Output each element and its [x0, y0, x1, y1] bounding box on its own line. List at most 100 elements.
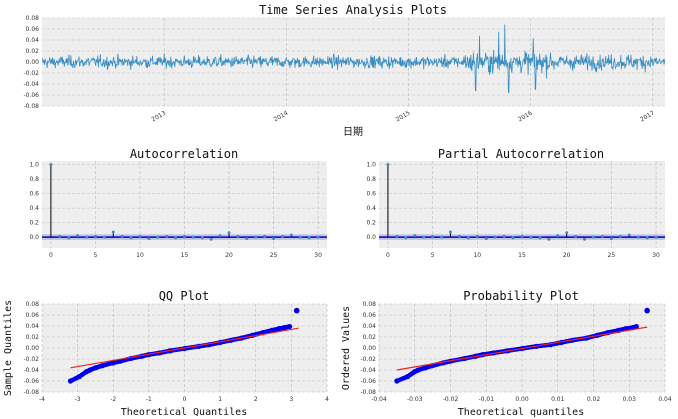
acf-stem-marker [174, 236, 178, 240]
acf-ytick-label: 0.2 [29, 220, 39, 227]
pacf-stem-marker [538, 236, 542, 240]
qq-ytick-label: 0.02 [26, 334, 40, 341]
acf-marks [42, 163, 327, 241]
acf-xtick-labels: 0 5 10 15 20 25 30 [49, 252, 322, 259]
prob-xtick-label: 0.04 [658, 396, 672, 403]
prob-ytick-label: -0.06 [360, 378, 376, 385]
pacf-stem-marker [475, 234, 479, 238]
acf-xtick-label: 0 [49, 252, 53, 259]
qq-xtick-labels: -4 -3 -2 -1 0 1 2 3 4 [39, 396, 329, 403]
prob-ytick-label: 0.00 [363, 345, 377, 352]
pacf-xtick-label: 25 [608, 252, 616, 259]
acf-stem-marker [147, 237, 151, 241]
pacf-stem-marker [520, 234, 524, 238]
prob-ytick-label: 0.06 [363, 312, 377, 319]
ts-ytick-label: 0.00 [26, 59, 40, 66]
acf-stem-marker [209, 237, 213, 241]
pacf-ytick-label: 0.8 [366, 176, 376, 183]
pacf-stem-marker [422, 235, 426, 239]
ts-title: Time Series Analysis Plots [259, 3, 447, 17]
pacf-stem-marker [547, 237, 551, 241]
prob-ytick-label: -0.04 [360, 367, 376, 374]
prob-xtick-label: 0.01 [551, 396, 565, 403]
qq-panel: QQ Plot 0.08 0.06 0.04 0.02 0.00 -0.02 -0.04 -0… [3, 289, 329, 418]
pacf-stem-marker [484, 237, 488, 241]
ts-ytick-label: 0.02 [26, 48, 40, 55]
qq-ytick-label: 0.06 [26, 312, 40, 319]
prob-point [633, 323, 640, 330]
qq-point [286, 323, 293, 330]
qq-xtick-label: 1 [218, 396, 222, 403]
ts-xtick-label: 2013 [150, 110, 167, 124]
prob-xlabel: Theoretical quantiles [458, 407, 584, 418]
qq-xtick-label: 3 [289, 396, 293, 403]
pacf-xtick-labels: 0 5 10 15 20 25 30 [386, 252, 660, 259]
pacf-xtick-label: 15 [518, 252, 526, 259]
pacf-stem-marker [645, 236, 649, 240]
ts-ytick-label: 0.04 [26, 37, 40, 44]
acf-stem-marker [120, 234, 124, 238]
pacf-stem-marker [449, 230, 452, 234]
pacf-ytick-label: 0.2 [366, 220, 376, 227]
acf-stem-marker [218, 234, 222, 238]
qq-xtick-label: 4 [325, 396, 329, 403]
acf-title: Autocorrelation [130, 147, 238, 161]
qq-point [293, 307, 300, 314]
acf-stem-marker [316, 235, 320, 239]
acf-stem-marker [254, 235, 258, 239]
qq-xtick-label: 2 [254, 396, 258, 403]
pacf-title: Partial Autocorrelation [438, 147, 604, 161]
prob-marks [394, 307, 650, 384]
acf-stem-marker [200, 236, 204, 240]
pacf-marks [379, 163, 665, 241]
acf-stem-marker [156, 235, 160, 239]
ts-ytick-labels: 0.08 0.06 0.04 0.02 0.00 -0.02 -0.04 -0.06 -0.08 [23, 15, 39, 110]
acf-stem-marker [138, 234, 142, 238]
pacf-stem-marker [395, 234, 399, 238]
ts-ytick-label: 0.08 [26, 15, 40, 22]
ts-ytick-label: -0.06 [23, 92, 39, 99]
prob-xtick-label: 0.02 [587, 396, 601, 403]
qq-xtick-label: -2 [110, 396, 116, 403]
pacf-xtick-label: 0 [386, 252, 390, 259]
qq-ytick-labels: 0.08 0.06 0.04 0.02 0.00 -0.02 -0.04 -0.06 -0.08 [23, 301, 39, 396]
ts-xtick-label: 2014 [273, 110, 290, 124]
acf-stem-marker [58, 234, 62, 238]
acf-stem-marker [49, 163, 53, 167]
pacf-xtick-label: 5 [431, 252, 435, 259]
qq-title: QQ Plot [159, 289, 210, 303]
pacf-stem-marker [636, 235, 640, 239]
pacf-xtick-label: 10 [473, 252, 481, 259]
qq-xtick-label: -1 [146, 396, 152, 403]
ts-xtick-label: 2017 [639, 110, 656, 124]
pacf-ytick-label: 0.6 [366, 191, 376, 198]
acf-ytick-labels: 1.0 0.8 0.6 0.4 0.2 0.0 [29, 162, 39, 242]
pacf-stem-marker [654, 235, 658, 239]
pacf-stem-marker [627, 233, 631, 237]
prob-xtick-label: 0.03 [623, 396, 637, 403]
acf-panel: Autocorrelation 1.0 0.8 0.6 0.4 0.2 0.0 0 5 10 1… [29, 147, 327, 259]
prob-ytick-labels: 0.08 0.06 0.04 0.02 0.00 -0.02 -0.04 -0.06 -0.08 [360, 301, 376, 396]
pacf-stem-marker [457, 234, 461, 238]
acf-ytick-label: 0.0 [29, 234, 39, 241]
pacf-stem-marker [404, 236, 408, 240]
acf-stem-marker [93, 234, 97, 238]
ts-xlabel: 日期 [343, 126, 363, 138]
prob-ytick-label: -0.08 [360, 389, 376, 396]
pacf-panel: Partial Autocorrelation 1.0 0.8 0.6 0.4 0.2 0… [366, 147, 665, 259]
prob-ytick-label: 0.02 [363, 334, 377, 341]
pacf-ytick-labels: 1.0 0.8 0.6 0.4 0.2 0.0 [366, 162, 376, 242]
ts-ytick-label: -0.08 [23, 103, 39, 110]
acf-xtick-label: 10 [136, 252, 144, 259]
acf-xtick-label: 30 [314, 252, 322, 259]
qq-ytick-label: -0.04 [23, 367, 39, 374]
acf-xtick-label: 20 [225, 252, 233, 259]
pacf-stem-marker [600, 234, 604, 238]
pacf-stem-marker [431, 234, 435, 238]
acf-stem-marker [76, 234, 80, 238]
qq-xtick-label: -4 [39, 396, 45, 403]
acf-stem-marker [165, 234, 169, 238]
prob-xtick-labels: -0.04 -0.03 -0.02 -0.01 0.00 0.01 0.02 0.03 0.04 [371, 396, 672, 403]
pacf-stem-marker [502, 234, 506, 238]
acf-stem-marker [191, 235, 195, 239]
